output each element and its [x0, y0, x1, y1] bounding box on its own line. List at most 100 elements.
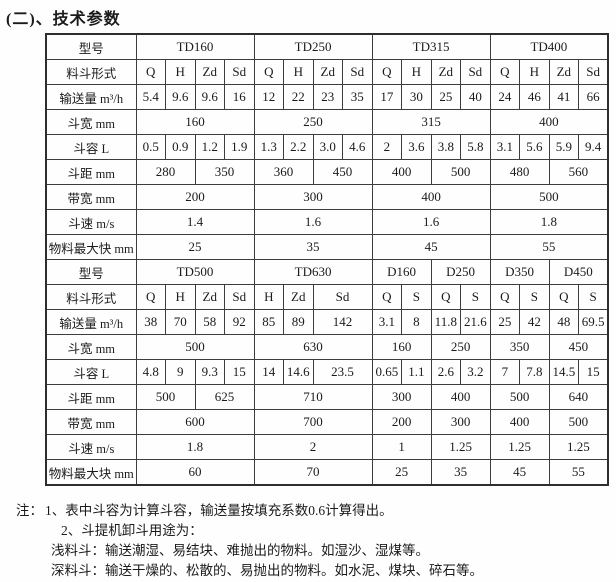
value-cell: S — [460, 284, 491, 310]
value-cell: TD250 — [253, 33, 373, 60]
value-cell: 200 — [371, 409, 432, 435]
value-cell: H — [401, 59, 432, 85]
row-label-cell: 型号 — [45, 259, 137, 285]
table-row: 斗距 mm 500 625 710 300 400 500 640 — [45, 384, 609, 410]
value-cell: TD160 — [135, 33, 255, 60]
value-cell: 48 — [548, 309, 580, 335]
value-cell: 625 — [194, 384, 255, 410]
value-cell: TD630 — [253, 259, 373, 285]
table-row: 斗容 L 0.5 0.9 1.2 1.9 1.3 2.2 3.0 4.6 2 3.6 3.8 5.8 3.… — [45, 134, 609, 160]
value-cell: 11.8 — [430, 309, 462, 335]
value-cell: 35 — [342, 84, 373, 110]
value-cell: 16 — [224, 84, 255, 110]
value-cell: 8 — [401, 309, 432, 335]
value-cell: 1.6 — [371, 209, 491, 235]
value-cell: 4.6 — [342, 134, 373, 160]
value-cell: TD500 — [135, 259, 255, 285]
value-cell: 23 — [312, 84, 344, 110]
value-cell: 89 — [283, 309, 314, 335]
value-cell: 38 — [135, 309, 166, 335]
value-cell: 3.1 — [489, 134, 521, 160]
value-cell: 14 — [253, 359, 285, 385]
value-cell: 70 — [165, 309, 196, 335]
value-cell: 360 — [253, 159, 314, 185]
value-cell: 25 — [489, 309, 521, 335]
value-cell: 3.8 — [430, 134, 462, 160]
value-cell: Q — [371, 59, 403, 85]
row-label-cell: 料斗形式 — [45, 59, 137, 85]
value-cell: 350 — [194, 159, 255, 185]
value-cell: 300 — [430, 409, 491, 435]
row-label-cell: 输送量 m³/h — [45, 84, 137, 110]
value-cell: 400 — [371, 184, 491, 210]
value-cell: 350 — [489, 334, 550, 360]
value-cell: Zd — [430, 59, 462, 85]
value-cell: 7.8 — [519, 359, 550, 385]
value-cell: S — [519, 284, 550, 310]
value-cell: 280 — [135, 159, 196, 185]
value-cell: H — [283, 59, 314, 85]
value-cell: 1.8 — [135, 434, 255, 460]
notes-lines: 1、表中斗容为计算斗容，输送量按填充系数0.6计算得出。 2、斗提机卸斗用途为：… — [45, 501, 483, 581]
value-cell: 42 — [519, 309, 550, 335]
row-label-cell: 斗距 mm — [45, 384, 137, 410]
value-cell: 160 — [371, 334, 432, 360]
value-cell: H — [253, 284, 285, 310]
value-cell: 22 — [283, 84, 314, 110]
value-cell: 315 — [371, 109, 491, 135]
notes-block: 注： 1、表中斗容为计算斗容，输送量按填充系数0.6计算得出。 2、斗提机卸斗用… — [16, 501, 483, 581]
row-label-cell: 料斗形式 — [45, 284, 137, 310]
row-label-cell: 斗宽 mm — [45, 109, 137, 135]
value-cell: 500 — [135, 334, 255, 360]
value-cell: S — [578, 284, 609, 310]
value-cell: Q — [430, 284, 462, 310]
row-label-cell: 斗容 L — [45, 359, 137, 385]
value-cell: 30 — [401, 84, 432, 110]
value-cell: 0.9 — [165, 134, 196, 160]
value-cell: 500 — [489, 384, 550, 410]
note-line-1: 1、表中斗容为计算斗容，输送量按填充系数0.6计算得出。 — [45, 503, 393, 518]
value-cell: Q — [489, 284, 521, 310]
value-cell: 9.6 — [194, 84, 225, 110]
value-cell: 2 — [253, 434, 373, 460]
value-cell: 1.25 — [489, 434, 550, 460]
value-cell: 25 — [371, 459, 432, 486]
value-cell: 700 — [253, 409, 373, 435]
value-cell: Sd — [578, 59, 609, 85]
value-cell: 55 — [548, 459, 609, 486]
value-cell: 200 — [135, 184, 255, 210]
row-label-cell: 型号 — [45, 33, 137, 60]
row-label-cell: 斗速 m/s — [45, 209, 137, 235]
value-cell: Q — [253, 59, 285, 85]
value-cell: 55 — [489, 234, 609, 260]
value-cell: 300 — [371, 384, 432, 410]
value-cell: 25 — [430, 84, 462, 110]
row-label-cell: 物料最大快 mm — [45, 234, 137, 260]
note-line-2: 2、斗提机卸斗用途为： — [61, 523, 203, 538]
value-cell: 4.8 — [135, 359, 166, 385]
value-cell: 600 — [135, 409, 255, 435]
value-cell: 250 — [430, 334, 491, 360]
value-cell: H — [165, 59, 196, 85]
value-cell: 400 — [371, 159, 432, 185]
value-cell: 1.3 — [253, 134, 285, 160]
value-cell: Zd — [548, 59, 580, 85]
table-row: 料斗形式 Q H Zd Sd H Zd Sd Q S Q S Q S Q S — [45, 284, 609, 310]
value-cell: 9 — [165, 359, 196, 385]
value-cell: 58 — [194, 309, 225, 335]
value-cell: Sd — [460, 59, 491, 85]
table-row: 斗速 m/s 1.8 2 1 1.25 1.25 1.25 — [45, 434, 609, 460]
value-cell: 23.5 — [312, 359, 373, 385]
value-cell: 160 — [135, 109, 255, 135]
value-cell: 35 — [253, 234, 373, 260]
value-cell: 1.1 — [401, 359, 432, 385]
value-cell: 1.25 — [430, 434, 491, 460]
value-cell: Q — [371, 284, 403, 310]
table-row: 物料最大块 mm 60 70 25 35 45 55 — [45, 459, 609, 486]
table-row: 输送量 m³/h 38 70 58 92 85 89 142 3.1 8 11.8 21.6 25 42 4… — [45, 309, 609, 335]
row-label-cell: 斗距 mm — [45, 159, 137, 185]
value-cell: Q — [135, 59, 166, 85]
value-cell: 1.4 — [135, 209, 255, 235]
value-cell: 500 — [548, 409, 609, 435]
value-cell: 560 — [548, 159, 609, 185]
